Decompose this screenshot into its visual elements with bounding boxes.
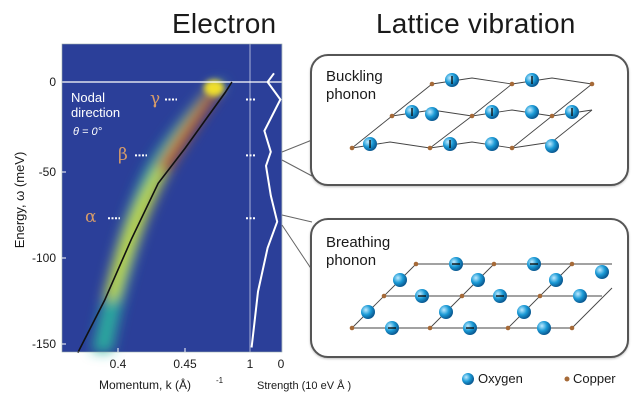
gamma-label: γ — [150, 89, 160, 109]
kink-markers — [108, 98, 256, 220]
buckling-title-line2: phonon — [326, 86, 377, 103]
beta-label: β — [118, 145, 128, 165]
y-tick-50: -50 — [39, 165, 57, 179]
breathing-title-line1: Breathing — [326, 234, 391, 251]
buckling-lattice-diagram — [349, 73, 595, 153]
breathing-phonon-panel: Breathing phonon — [310, 218, 629, 358]
oxygen-legend-icon — [462, 373, 474, 385]
y-tick-100: -100 — [32, 251, 56, 265]
y-axis: 0 -50 -100 -150 Energy, ω (meV) — [12, 75, 66, 351]
arpes-plot — [61, 43, 283, 354]
copper-legend-icon — [564, 376, 570, 382]
strength-plot-background — [227, 44, 282, 352]
buckling-phonon-panel: Buckling phonon — [310, 54, 629, 186]
nodal-label-line2: direction — [71, 105, 120, 120]
x-axis: 0.4 0.45 1 0 Momentum, k (Å) -1 Strength… — [99, 348, 351, 392]
breathing-title-line2: phonon — [326, 252, 377, 269]
x-axis-label: Momentum, k (Å) — [99, 377, 191, 392]
x-tick-040: 0.4 — [110, 357, 127, 371]
strength-curve — [250, 72, 282, 348]
intensity-peak — [204, 80, 224, 96]
y-tick-0: 0 — [49, 75, 56, 89]
buckling-title-line1: Buckling — [326, 68, 383, 85]
y-tick-150: -150 — [32, 337, 56, 351]
y-axis-label: Energy, ω (meV) — [12, 152, 27, 249]
x-tick-045: 0.45 — [173, 357, 197, 371]
dispersion-curve — [77, 81, 233, 354]
nodal-label-line1: Nodal — [71, 90, 105, 105]
alpha-label: α — [85, 207, 97, 227]
lattice-vibration-heading: Lattice vibration — [376, 8, 576, 39]
x-axis-label-exponent: -1 — [216, 376, 224, 385]
copper-legend-label: Copper — [573, 371, 616, 386]
theta-label: θ = 0° — [73, 126, 103, 138]
strength-tick-1: 1 — [247, 357, 254, 371]
intensity-band — [92, 82, 226, 352]
strength-tick-0: 0 — [278, 357, 285, 371]
oxygen-legend-label: Oxygen — [478, 371, 523, 386]
strength-axis-label: Strength (10 eV Å ) — [257, 379, 351, 392]
callout-connectors — [281, 139, 313, 271]
electron-heading: Electron — [172, 8, 277, 39]
breathing-lattice-diagram — [349, 257, 613, 335]
